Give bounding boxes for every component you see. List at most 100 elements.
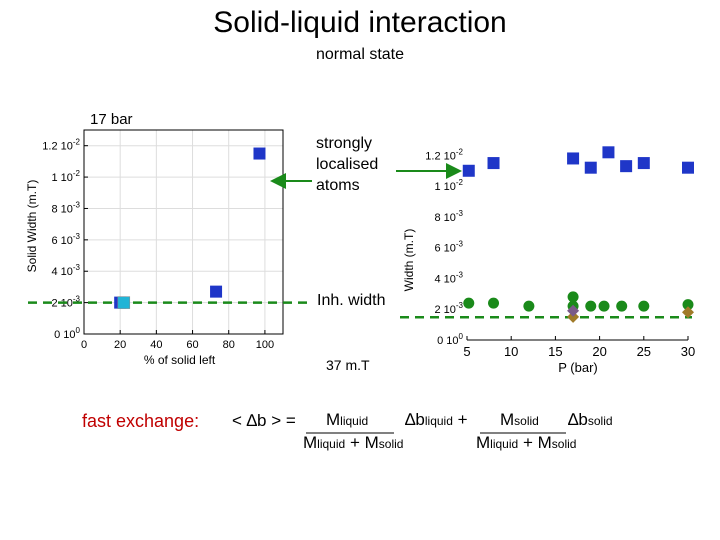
data-point — [585, 300, 597, 312]
x-tick-label: 80 — [223, 339, 235, 351]
m-symbol: M — [303, 433, 318, 452]
m-symbol: M — [476, 433, 491, 452]
y-tick-label: 0 100 — [437, 332, 463, 347]
formula-denominator-solid: Mliquid + Msolid — [476, 433, 576, 453]
x-tick-label: 20 — [114, 339, 126, 351]
pressure-label: 17 bar — [90, 111, 133, 128]
data-point — [682, 306, 694, 319]
y-tick-label: 1 10-2 — [51, 169, 80, 184]
y-tick-label: 6 10-3 — [51, 232, 80, 247]
fast-exchange-label: fast exchange: — [82, 411, 200, 431]
localised-label-line1: strongly — [316, 135, 373, 152]
y-tick-label: 2 10-3 — [434, 301, 463, 316]
solid-subscript: solid — [378, 437, 404, 451]
formula-delta-solid: ∆bsolid — [568, 410, 613, 430]
m-symbol: M — [364, 433, 379, 452]
m-symbol: M — [326, 410, 341, 429]
formula-numerator-solid: Msolid — [500, 410, 539, 430]
liquid-subscript: liquid — [490, 437, 519, 451]
x-tick-label: 40 — [150, 339, 162, 351]
tick-exponent: -3 — [456, 301, 464, 310]
data-point — [682, 161, 694, 174]
y-tick-label: 1.2 10-2 — [425, 147, 463, 162]
y-tick-label: 1 10-2 — [434, 178, 463, 193]
x-tick-label: 100 — [256, 339, 274, 351]
right-chart: 5 10 15 20 25 30 0 100 2 10-3 4 10-3 6 10-3 8 10-3… — [400, 146, 695, 375]
y-tick-label: 6 10-3 — [434, 240, 463, 255]
solid-subscript: solid — [514, 414, 539, 428]
data-point — [463, 297, 475, 309]
data-point — [462, 164, 475, 177]
tick-exponent: -3 — [456, 270, 464, 279]
m-symbol: M — [537, 433, 552, 452]
y-tick-label: 8 10-3 — [51, 200, 80, 215]
liquid-subscript: liquid — [340, 414, 369, 428]
localised-label-line2: localised — [316, 156, 379, 173]
x-tick-label: 30 — [681, 344, 695, 359]
solid-subscript: solid — [551, 437, 577, 451]
tick-exponent: -3 — [73, 232, 81, 241]
data-point — [602, 146, 615, 159]
page-title: Solid-liquid interaction — [213, 6, 507, 39]
data-point — [253, 147, 266, 160]
highlight-point — [117, 296, 131, 309]
x-axis-label: P (bar) — [558, 360, 598, 375]
y-tick-label: 4 10-3 — [434, 270, 463, 285]
data-point — [523, 300, 535, 312]
tick-exponent: -2 — [456, 178, 464, 187]
plus-symbol: + — [349, 433, 360, 452]
tick-exponent: 0 — [76, 326, 81, 335]
delta-b-symbol: ∆b — [405, 410, 425, 429]
formula-delta-liquid: ∆bliquid + — [405, 410, 468, 430]
liquid-subscript: liquid — [317, 437, 346, 451]
page-subtitle: normal state — [315, 46, 405, 63]
field-label: 37 m.T — [326, 357, 370, 373]
m-symbol: M — [500, 410, 515, 429]
plus-symbol: + — [522, 433, 533, 452]
delta-b-symbol: ∆b — [568, 410, 588, 429]
inh-width-label: Inh. width — [317, 292, 386, 309]
data-point — [567, 152, 580, 165]
tick-exponent: -3 — [73, 295, 81, 304]
y-tick-label: 8 10-3 — [434, 209, 463, 224]
y-tick-label: 1.2 10-2 — [42, 138, 80, 153]
tick-exponent: 0 — [459, 332, 464, 341]
formula-lhs: < ∆b > = — [232, 411, 296, 430]
y-tick-label: 4 10-3 — [51, 263, 80, 278]
tick-exponent: -3 — [73, 263, 81, 272]
y-axis-label: Solid Width (m.T) — [25, 180, 39, 273]
liquid-subscript: liquid — [424, 414, 453, 428]
x-tick-label: 25 — [637, 344, 651, 359]
x-tick-label: 15 — [548, 344, 562, 359]
tick-exponent: -3 — [73, 200, 81, 209]
x-tick-label: 20 — [592, 344, 606, 359]
solid-subscript: solid — [587, 414, 613, 428]
formula-numerator-liquid: Mliquid — [326, 410, 368, 430]
data-point — [210, 285, 223, 298]
tick-exponent: -2 — [73, 138, 81, 147]
x-axis-label: % of solid left — [144, 353, 216, 367]
data-point — [567, 291, 579, 303]
y-axis-label: Width (m.T) — [402, 229, 416, 292]
data-point — [584, 161, 597, 174]
data-point — [567, 304, 580, 317]
plus-symbol: + — [457, 410, 468, 429]
tick-exponent: -3 — [456, 209, 464, 218]
x-tick-label: 5 — [463, 344, 470, 359]
formula-denominator-liquid: Mliquid + Msolid — [303, 433, 403, 453]
x-tick-label: 60 — [186, 339, 198, 351]
data-point — [637, 157, 650, 170]
x-tick-label: 10 — [504, 344, 518, 359]
data-point — [567, 310, 580, 323]
data-point — [616, 300, 628, 312]
plot-frame — [83, 129, 284, 335]
data-point — [682, 299, 694, 311]
data-point — [487, 157, 500, 170]
x-tick-label: 0 — [81, 339, 87, 351]
data-point — [620, 160, 633, 173]
tick-exponent: -2 — [73, 169, 81, 178]
localised-label-line3: atoms — [316, 177, 360, 194]
tick-exponent: -3 — [456, 240, 464, 249]
